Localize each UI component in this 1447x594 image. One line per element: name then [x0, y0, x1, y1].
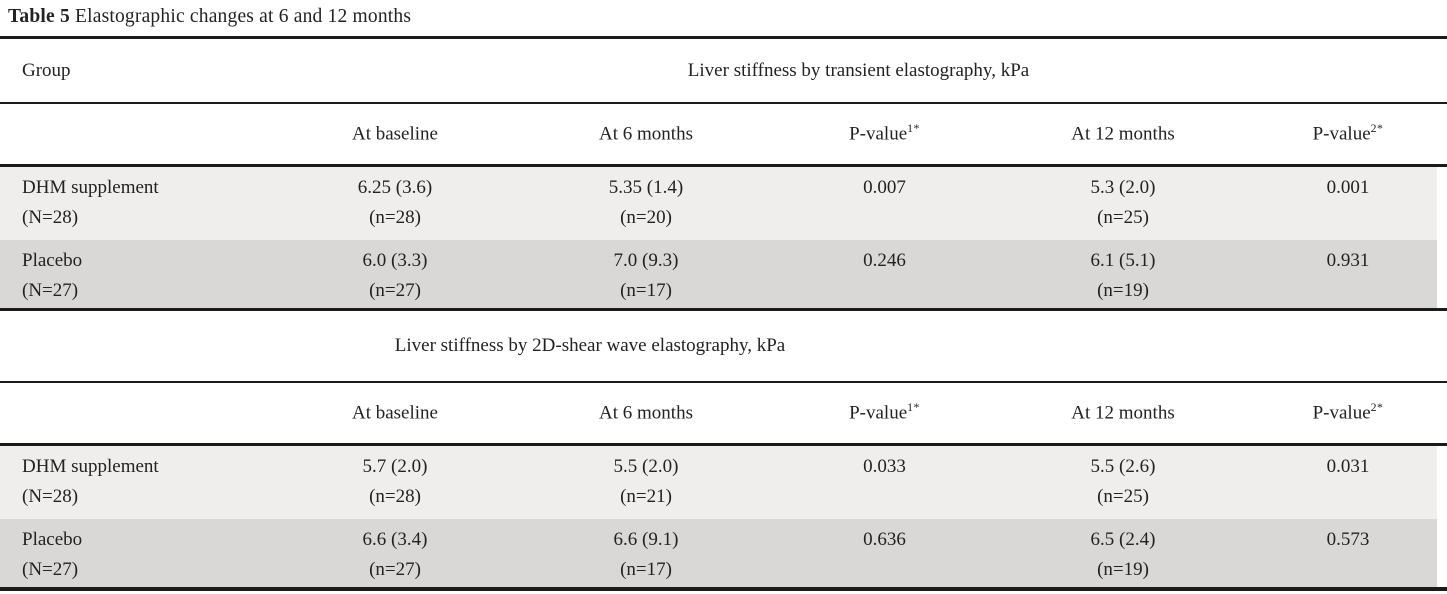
section1-header: Liver stiffness by transient elastograph… [687, 59, 1030, 81]
cell-pvalue2: 0.573 [1326, 529, 1370, 550]
section1-column-headers: At baseline At 6 months P-value1* At 12 … [0, 104, 1447, 164]
cell-pvalue2: 0.931 [1326, 250, 1370, 271]
row-group-label: DHM supplement (N=28) [22, 456, 159, 507]
cell-baseline: 5.7 (2.0) (n=28) [362, 456, 428, 507]
cell-6months: 7.0 (9.3) (n=17) [613, 250, 679, 301]
row-group-label: Placebo (N=27) [22, 529, 83, 580]
cell-pvalue2: 0.031 [1326, 456, 1370, 477]
group-column-header: Group [22, 59, 71, 81]
rule-table-bottom [0, 587, 1447, 591]
cell-baseline: 6.25 (3.6) (n=28) [357, 177, 433, 228]
cell-6months: 5.35 (1.4) (n=20) [608, 177, 684, 228]
col-header-baseline: At baseline [351, 402, 438, 424]
col-header-pvalue2: P-value2* [1312, 401, 1384, 424]
col-header-pvalue1: P-value1* [849, 122, 920, 145]
section1-span-header-row: Group Liver stiffness by transient elast… [0, 39, 1447, 102]
rule-sec1-header [0, 102, 1447, 104]
row-group-label: DHM supplement (N=28) [22, 177, 159, 228]
cell-pvalue1: 0.636 [863, 529, 906, 550]
table-row-dhm-te: DHM supplement (N=28) 6.25 (3.6) (n=28) … [0, 167, 1437, 240]
table-caption: Table 5 Elastographic changes at 6 and 1… [0, 0, 1447, 36]
col-header-pvalue2: P-value2* [1312, 122, 1384, 145]
table-row-placebo-swe: Placebo (N=27) 6.6 (3.4) (n=27) 6.6 (9.1… [0, 519, 1437, 587]
section2-span-header-row: Liver stiffness by 2D-shear wave elastog… [0, 311, 1447, 381]
cell-baseline: 6.6 (3.4) (n=27) [362, 529, 428, 580]
table-number: Table 5 [8, 6, 70, 27]
section2-header: Liver stiffness by 2D-shear wave elastog… [394, 335, 786, 356]
col-header-pvalue1: P-value1* [849, 401, 920, 424]
cell-12months: 6.1 (5.1) (n=19) [1090, 250, 1156, 301]
rule-sec2-header [0, 381, 1447, 383]
table-row-dhm-swe: DHM supplement (N=28) 5.7 (2.0) (n=28) 5… [0, 446, 1437, 519]
cell-pvalue1: 0.246 [863, 250, 906, 271]
cell-pvalue1: 0.033 [863, 456, 906, 477]
rule-top [0, 36, 1447, 39]
cell-12months: 6.5 (2.4) (n=19) [1090, 529, 1156, 580]
cell-6months: 5.5 (2.0) (n=21) [613, 456, 679, 507]
cell-pvalue1: 0.007 [863, 177, 906, 198]
row-group-label: Placebo (N=27) [22, 250, 83, 301]
cell-baseline: 6.0 (3.3) (n=27) [362, 250, 428, 301]
col-header-baseline: At baseline [351, 123, 438, 145]
rule-sec1-bottom [0, 308, 1447, 311]
rule-sec2-colhead [0, 443, 1447, 446]
col-header-12months: At 12 months [1071, 402, 1175, 424]
rule-sec1-colhead [0, 164, 1447, 167]
cell-6months: 6.6 (9.1) (n=17) [613, 529, 679, 580]
table-row-placebo-te: Placebo (N=27) 6.0 (3.3) (n=27) 7.0 (9.3… [0, 240, 1437, 308]
section2-column-headers: At baseline At 6 months P-value1* At 12 … [0, 383, 1447, 443]
table-title-text: Elastographic changes at 6 and 12 months [69, 6, 412, 27]
cell-12months: 5.5 (2.6) (n=25) [1090, 456, 1156, 507]
col-header-6months: At 6 months [599, 123, 693, 145]
cell-12months: 5.3 (2.0) (n=25) [1090, 177, 1156, 228]
col-header-12months: At 12 months [1071, 123, 1175, 145]
cell-pvalue2: 0.001 [1326, 177, 1370, 198]
col-header-6months: At 6 months [599, 402, 693, 424]
